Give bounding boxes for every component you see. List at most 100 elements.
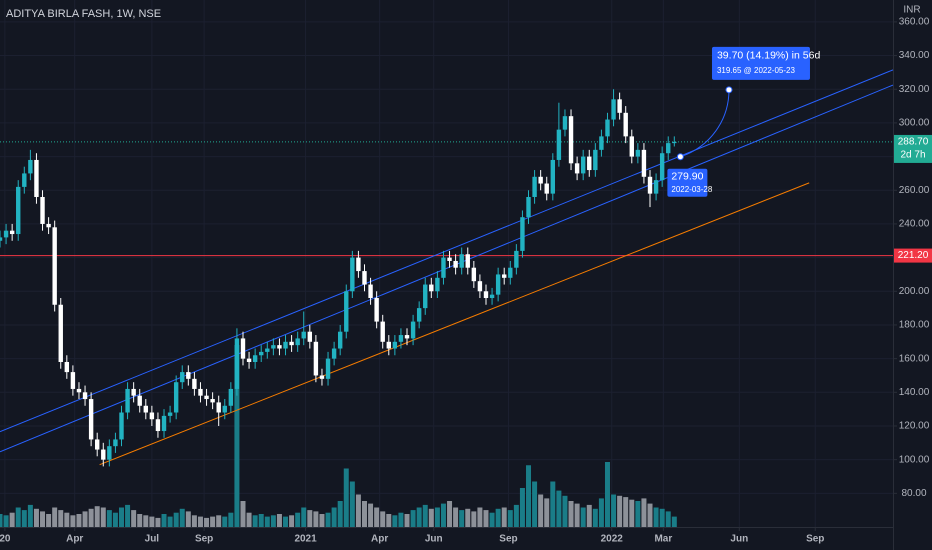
volume-bar bbox=[210, 516, 216, 527]
volume-bar bbox=[556, 490, 562, 527]
candle-body bbox=[119, 412, 124, 440]
candle-body bbox=[137, 395, 142, 406]
volume-bar bbox=[252, 515, 258, 527]
candle-body bbox=[495, 274, 501, 295]
candle-body bbox=[641, 149, 647, 177]
volume-bar bbox=[21, 510, 27, 527]
price-label-box bbox=[894, 248, 932, 263]
price-label-box bbox=[894, 134, 932, 163]
volume-bar bbox=[337, 501, 343, 527]
volume-bar bbox=[447, 501, 453, 527]
candle-body bbox=[672, 141, 677, 144]
volume-bar bbox=[234, 345, 240, 527]
volume-bar bbox=[88, 508, 94, 527]
volume-bar bbox=[641, 498, 647, 527]
volume-bar bbox=[410, 510, 416, 527]
candle-body bbox=[82, 392, 88, 400]
volume-bar bbox=[173, 512, 179, 527]
projection-end bbox=[725, 86, 733, 94]
volume-bar bbox=[507, 510, 513, 527]
candle-body bbox=[198, 388, 203, 396]
start-date: 2022-03-28 bbox=[671, 185, 712, 194]
candle-body bbox=[252, 355, 258, 362]
candle-body bbox=[149, 412, 155, 420]
x-tick-label: Sep bbox=[195, 534, 213, 545]
volume-bar bbox=[64, 512, 70, 527]
volume-bar bbox=[191, 515, 197, 527]
candle-body bbox=[319, 375, 325, 379]
candle-body bbox=[0, 237, 3, 241]
candle-body bbox=[240, 338, 246, 359]
candle-body bbox=[514, 250, 519, 268]
volume-bar bbox=[319, 514, 325, 527]
x-tick-label: Mar bbox=[654, 534, 672, 545]
candle-body bbox=[313, 341, 319, 376]
volume-bar bbox=[0, 514, 3, 527]
candle-body bbox=[234, 338, 240, 389]
volume-bar bbox=[155, 517, 161, 527]
volume-bar bbox=[623, 497, 629, 527]
candle-body bbox=[635, 149, 641, 157]
candle-body bbox=[350, 257, 355, 292]
candle-body bbox=[410, 321, 416, 339]
candle-body bbox=[429, 284, 434, 292]
volume-bar bbox=[374, 507, 380, 527]
trendline bbox=[0, 84, 894, 453]
volume-bar bbox=[76, 514, 82, 527]
candle-body bbox=[532, 176, 537, 197]
candle-body bbox=[483, 291, 489, 299]
candle-body bbox=[574, 163, 580, 174]
y-tick-label: 240.00 bbox=[899, 219, 930, 230]
candle-body bbox=[76, 388, 82, 393]
volume-bar bbox=[283, 516, 289, 527]
volume-bar bbox=[313, 511, 319, 527]
volume-bar bbox=[440, 503, 446, 527]
volume-bar bbox=[228, 512, 234, 527]
volume-bar bbox=[197, 516, 203, 527]
candle-body bbox=[416, 308, 422, 322]
candle-body bbox=[155, 419, 161, 432]
candle-body bbox=[246, 358, 252, 362]
volume-bar bbox=[40, 511, 46, 527]
candle-body bbox=[386, 341, 391, 349]
candle-body bbox=[374, 298, 379, 322]
start-price: 279.90 bbox=[671, 171, 703, 183]
volume-bar bbox=[453, 507, 459, 527]
volume-bar bbox=[355, 494, 361, 527]
volume-bar bbox=[167, 516, 173, 527]
volume-bar bbox=[532, 481, 538, 527]
trendline bbox=[0, 69, 894, 433]
candle-body bbox=[489, 294, 495, 299]
chart-title: ADITYA BIRLA FASH, 1W, NSE bbox=[6, 8, 161, 20]
volume-bar bbox=[361, 501, 367, 527]
volume-bar bbox=[380, 511, 386, 527]
y-tick-label: 80.00 bbox=[901, 488, 926, 499]
y-tick-label: 340.00 bbox=[899, 50, 930, 61]
candle-body bbox=[550, 159, 556, 194]
candle-body bbox=[143, 405, 148, 413]
y-tick-label: 140.00 bbox=[899, 387, 930, 398]
currency-label: INR bbox=[903, 5, 920, 16]
candle-body bbox=[228, 388, 234, 406]
candle-body bbox=[222, 405, 227, 413]
y-tick-label: 160.00 bbox=[899, 353, 930, 364]
candle-body bbox=[666, 143, 671, 154]
drawings bbox=[0, 69, 894, 466]
y-tick-label: 120.00 bbox=[899, 421, 930, 432]
candle-body bbox=[52, 227, 57, 305]
candle-body bbox=[3, 230, 9, 238]
volume-bar bbox=[27, 504, 33, 527]
candle-body bbox=[58, 304, 63, 362]
volume-bar bbox=[617, 495, 623, 527]
candle-body bbox=[653, 180, 659, 194]
volume-bar bbox=[295, 512, 301, 527]
annotations: 221.20 288.70 2d 7h 279.90 2022-03-28 39.70 (… bbox=[667, 46, 932, 263]
candle-body bbox=[113, 439, 118, 447]
candle-body bbox=[447, 257, 452, 261]
y-tick-label: 260.00 bbox=[899, 185, 930, 196]
x-tick-label: Jul bbox=[145, 534, 160, 545]
volume-bar bbox=[349, 481, 355, 527]
candle-body bbox=[368, 284, 373, 299]
candle-body bbox=[22, 173, 27, 187]
candle-body bbox=[471, 267, 477, 282]
